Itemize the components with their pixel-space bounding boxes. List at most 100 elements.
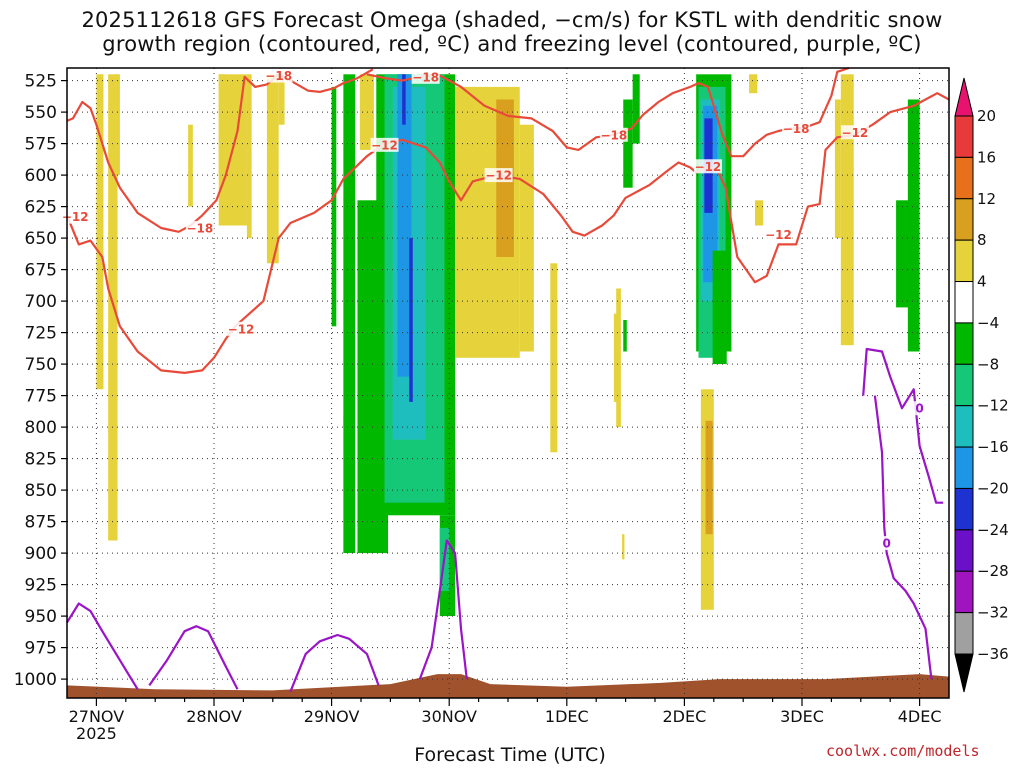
y-tick-label-725: 725 <box>25 324 57 344</box>
contour-label-bg-12 <box>913 401 926 416</box>
colorbar-bin-4 <box>954 239 974 283</box>
omega-region-8 <box>278 74 285 125</box>
colorbar-label-8: −16 <box>977 438 1009 456</box>
omega-region-2 <box>115 74 120 176</box>
omega-region-41 <box>623 320 627 352</box>
contour-label-bg-1 <box>411 69 440 84</box>
contour--12-2 <box>65 92 950 374</box>
contour-0-8 <box>873 395 933 680</box>
contour-label-11: −12 <box>228 322 255 336</box>
omega-region-34 <box>397 74 412 377</box>
colorbar-label-13: −36 <box>977 645 1009 663</box>
y-tick-label-700: 700 <box>25 292 57 312</box>
y-axis-ticks: 525 550 575 600 625 650 675 700 725 750 775 800 825 8… <box>14 72 67 690</box>
y-tick-label-625: 625 <box>25 198 57 218</box>
colorbar-bin-2 <box>954 156 974 200</box>
omega-region-24 <box>749 74 758 94</box>
y-tick-label-825: 825 <box>25 450 57 470</box>
omega-region-26 <box>834 99 841 239</box>
colorbar-label-5: −4 <box>977 314 999 332</box>
colorbar-bin-8 <box>954 405 974 448</box>
contour-0-7 <box>862 347 944 504</box>
contour-label-4: −18 <box>187 222 214 236</box>
colorbar-top-arrow <box>954 77 974 117</box>
contour-label-7: −12 <box>485 169 512 183</box>
colorbar-bin-12 <box>954 570 974 614</box>
omega-region-7 <box>266 74 279 264</box>
contour-label-bg-0 <box>264 68 293 83</box>
omega-region-0 <box>96 74 104 390</box>
omega-region-48 <box>907 99 920 352</box>
omega-region-35 <box>402 74 406 125</box>
contour-label-bg-5 <box>61 209 90 224</box>
contours <box>65 66 950 693</box>
colorbar-label-9: −20 <box>977 479 1009 497</box>
omega-region-47 <box>712 250 727 365</box>
colorbar-label-11: −28 <box>977 562 1009 580</box>
omega-region-19 <box>613 313 618 402</box>
colorbar-label-4: 4 <box>977 273 987 291</box>
omega-region-36 <box>409 238 413 402</box>
x-tick-label-4DEC: 4DEC <box>898 707 942 726</box>
omega-region-17 <box>519 124 534 352</box>
credit-link[interactable]: coolwx.com/models <box>826 742 980 760</box>
contour-label-10: −12 <box>842 126 869 140</box>
contour-label-6: −12 <box>371 138 398 152</box>
contour-labels: −18 −18 −18 −18 −18 −12 −12 −12 −12 −12 −12 −12 0 0 <box>61 68 926 551</box>
chart-title-line-2: growth region (contoured, red, ºC) and f… <box>102 32 922 56</box>
colorbar-label-0: 20 <box>977 107 996 125</box>
colorbar-label-12: −32 <box>977 604 1009 622</box>
contour--18-0 <box>66 68 374 233</box>
omega-region-18 <box>550 263 558 453</box>
contour-label-3: −18 <box>783 122 810 136</box>
y-tick-label-800: 800 <box>25 418 57 438</box>
contour-label-1: −18 <box>412 70 439 84</box>
contour-label-bg-3 <box>782 121 811 136</box>
contour-label-bg-13 <box>880 536 893 551</box>
omega-shading <box>96 74 920 617</box>
terrain-fill <box>67 674 949 698</box>
omega-region-3 <box>188 124 193 207</box>
terrain <box>67 674 949 698</box>
y-tick-label-925: 925 <box>25 576 57 596</box>
y-tick-label-675: 675 <box>25 261 57 281</box>
y-tick-label-750: 750 <box>25 355 57 375</box>
colorbar-bin-6 <box>954 322 974 365</box>
contour-label-bg-10 <box>840 125 869 140</box>
y-tick-label-600: 600 <box>25 166 57 186</box>
x-tick-label-3DEC: 3DEC <box>780 707 824 726</box>
y-tick-label-850: 850 <box>25 481 57 501</box>
omega-region-25 <box>754 200 764 226</box>
contour-label-bg-11 <box>227 321 256 336</box>
contour-label-9: −12 <box>765 228 792 242</box>
y-tick-label-575: 575 <box>25 135 57 155</box>
colorbar-bin-11 <box>954 529 974 572</box>
contour-0-6 <box>418 539 468 680</box>
contour-label-5: −12 <box>62 210 89 224</box>
omega-region-1 <box>108 74 118 541</box>
x-tick-label-2DEC: 2DEC <box>663 707 707 726</box>
colorbar-label-6: −8 <box>977 355 999 373</box>
x-tick-label-30NOV: 30NOV <box>421 707 477 726</box>
colorbar-bin-3 <box>954 198 974 241</box>
omega-region-49 <box>896 200 911 308</box>
colorbar-bin-13 <box>954 612 974 655</box>
colorbar-label-7: −12 <box>977 397 1009 415</box>
y-tick-label-525: 525 <box>25 72 57 92</box>
omega-region-21 <box>622 534 625 560</box>
x-axis-label: Forecast Time (UTC) <box>414 744 606 766</box>
x-tick-label-27NOV: 27NOV <box>69 707 125 726</box>
omega-region-40 <box>632 74 640 144</box>
colorbar-label-1: 16 <box>977 148 996 166</box>
colorbar-label-10: −24 <box>977 521 1009 539</box>
omega-region-11 <box>359 74 374 150</box>
contour-label-13: 0 <box>882 537 890 551</box>
omega-region-6 <box>246 74 252 239</box>
x-tick-label-28NOV: 28NOV <box>186 707 242 726</box>
omega-region-20 <box>616 288 621 428</box>
contour-label-bg-4 <box>185 221 214 236</box>
colorbar-bin-9 <box>954 446 974 489</box>
colorbar: 20 16 12 8 4 −4 −8 −12 −16 −20 −24 −28 −32 −36 <box>954 77 1009 693</box>
y-tick-label-950: 950 <box>25 607 57 627</box>
